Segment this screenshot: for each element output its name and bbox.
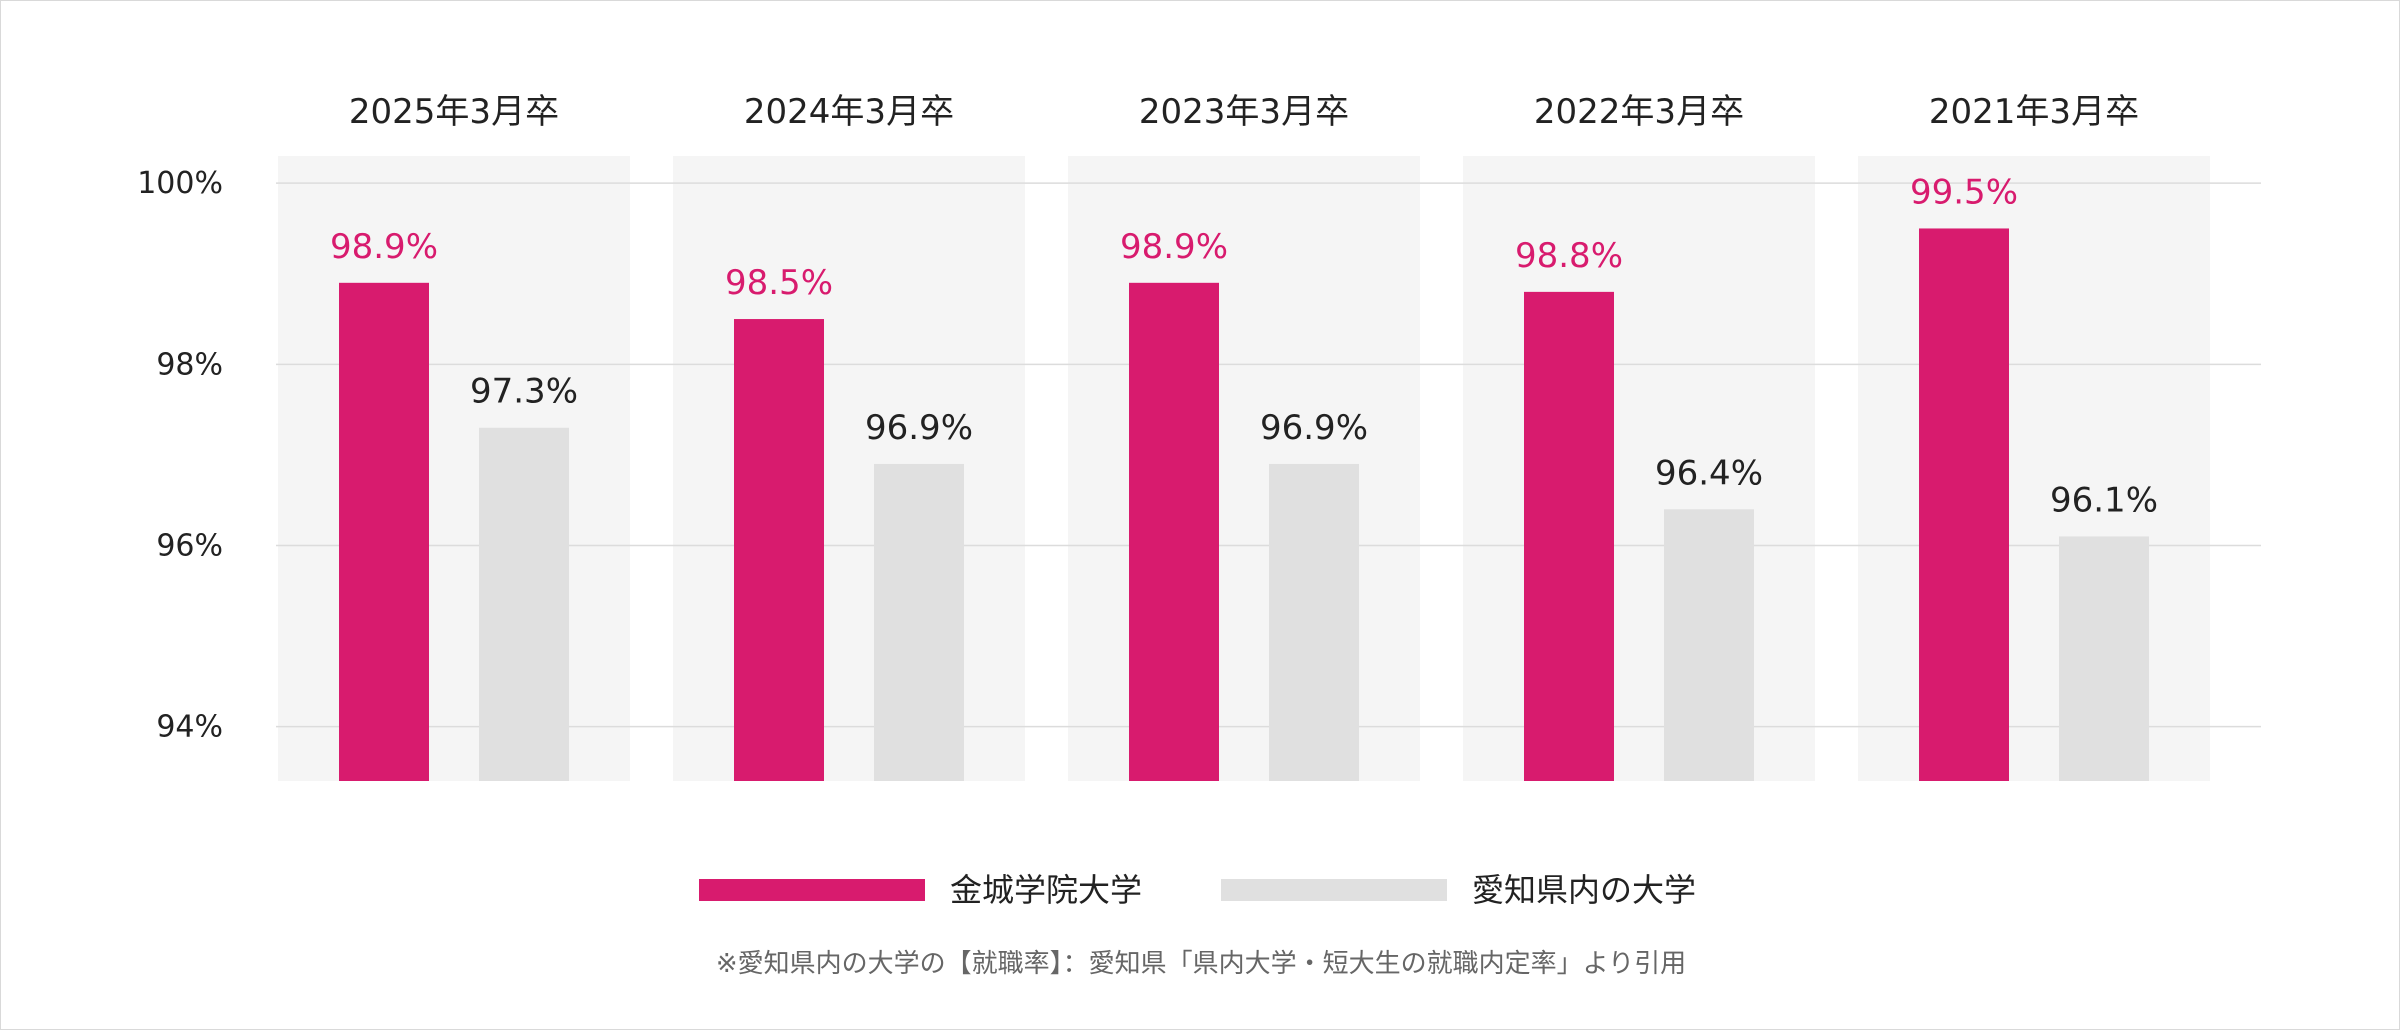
- y-tick-label: 98%: [156, 347, 223, 382]
- bar-kinjo: [1524, 291, 1614, 781]
- data-label: 96.4%: [1655, 453, 1763, 493]
- legend-swatch: [1221, 879, 1447, 901]
- y-tick-label: 100%: [137, 166, 223, 201]
- bar-kinjo: [1129, 282, 1219, 781]
- bar-aichi: [479, 427, 569, 781]
- bar-aichi: [874, 463, 964, 781]
- data-label: 96.9%: [865, 408, 973, 448]
- y-axis-ticks: 100% 98% 96% 94%: [137, 166, 223, 744]
- data-label: 96.9%: [1260, 408, 1368, 448]
- category-panels: [278, 156, 2210, 781]
- category-labels: 2025年3月卒 2024年3月卒 2023年3月卒 2022年3月卒 2021年3月卒: [349, 92, 2139, 132]
- data-label: 98.9%: [1120, 227, 1228, 267]
- category-panel: [1068, 156, 1420, 781]
- bar-kinjo: [339, 282, 429, 781]
- category-label: 2023年3月卒: [1139, 92, 1349, 132]
- data-label: 98.5%: [725, 263, 833, 303]
- data-label: 98.8%: [1515, 236, 1623, 276]
- bar-kinjo: [734, 319, 824, 781]
- bar-aichi: [2059, 536, 2149, 781]
- legend-swatch: [699, 879, 925, 901]
- category-panel: [1858, 156, 2210, 781]
- legend: 金城学院大学 愛知県内の大学: [699, 871, 1696, 909]
- y-tick-label: 94%: [156, 710, 223, 745]
- category-label: 2024年3月卒: [744, 92, 954, 132]
- category-label: 2022年3月卒: [1534, 92, 1744, 132]
- data-label: 98.9%: [330, 227, 438, 267]
- data-label: 99.5%: [1910, 172, 2018, 212]
- category-panel: [278, 156, 630, 781]
- bar-kinjo: [1919, 228, 2009, 782]
- data-label: 97.3%: [470, 372, 578, 412]
- category-label: 2021年3月卒: [1929, 92, 2139, 132]
- category-panel: [1463, 156, 1815, 781]
- footnote: ※愛知県内の大学の【就職率】：愛知県「県内大学・短大生の就職内定率」より引用: [716, 949, 1686, 979]
- bars: [339, 228, 2149, 782]
- bar-aichi: [1664, 509, 1754, 781]
- legend-label: 愛知県内の大学: [1472, 871, 1696, 909]
- legend-label: 金城学院大学: [950, 871, 1142, 909]
- y-tick-label: 96%: [156, 528, 223, 563]
- data-label: 96.1%: [2050, 480, 2158, 520]
- category-panel: [673, 156, 1025, 781]
- bar-aichi: [1269, 463, 1359, 781]
- category-label: 2025年3月卒: [349, 92, 559, 132]
- data-labels: 98.9% 98.5% 98.9% 98.8% 99.5% 97.3% 96.9% 96.9%…: [330, 172, 2158, 520]
